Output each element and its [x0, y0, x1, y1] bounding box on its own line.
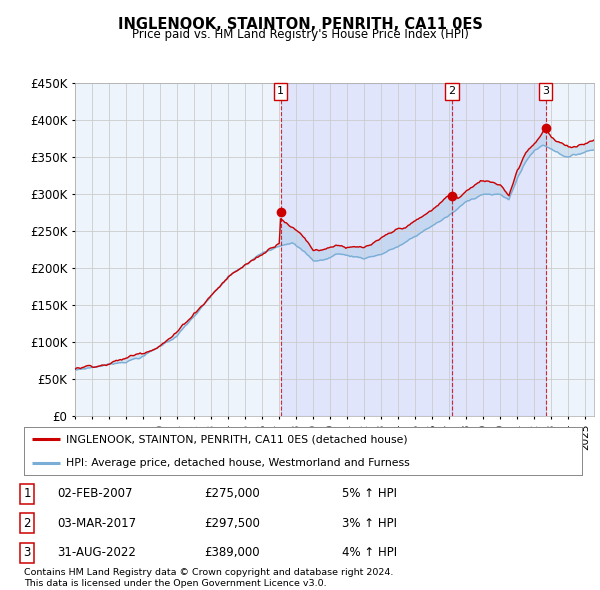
- Text: 1: 1: [23, 487, 31, 500]
- Text: This data is licensed under the Open Government Licence v3.0.: This data is licensed under the Open Gov…: [24, 579, 326, 588]
- Text: 31-AUG-2022: 31-AUG-2022: [57, 546, 136, 559]
- Text: Contains HM Land Registry data © Crown copyright and database right 2024.: Contains HM Land Registry data © Crown c…: [24, 568, 394, 577]
- Text: £389,000: £389,000: [204, 546, 260, 559]
- Bar: [452, 83, 546, 416]
- Text: £275,000: £275,000: [204, 487, 260, 500]
- Text: 3: 3: [23, 546, 31, 559]
- Text: INGLENOOK, STAINTON, PENRITH, CA11 0ES: INGLENOOK, STAINTON, PENRITH, CA11 0ES: [118, 17, 482, 31]
- Text: 4% ↑ HPI: 4% ↑ HPI: [342, 546, 397, 559]
- Text: 3: 3: [542, 87, 549, 97]
- Text: 02-FEB-2007: 02-FEB-2007: [57, 487, 133, 500]
- Text: 03-MAR-2017: 03-MAR-2017: [57, 517, 136, 530]
- Text: HPI: Average price, detached house, Westmorland and Furness: HPI: Average price, detached house, West…: [66, 458, 410, 468]
- Text: 3% ↑ HPI: 3% ↑ HPI: [342, 517, 397, 530]
- Text: INGLENOOK, STAINTON, PENRITH, CA11 0ES (detached house): INGLENOOK, STAINTON, PENRITH, CA11 0ES (…: [66, 434, 407, 444]
- Text: 2: 2: [449, 87, 455, 97]
- Text: Price paid vs. HM Land Registry's House Price Index (HPI): Price paid vs. HM Land Registry's House …: [131, 28, 469, 41]
- Text: £297,500: £297,500: [204, 517, 260, 530]
- Text: 2: 2: [23, 517, 31, 530]
- Bar: [281, 83, 452, 416]
- Text: 1: 1: [277, 87, 284, 97]
- Text: 5% ↑ HPI: 5% ↑ HPI: [342, 487, 397, 500]
